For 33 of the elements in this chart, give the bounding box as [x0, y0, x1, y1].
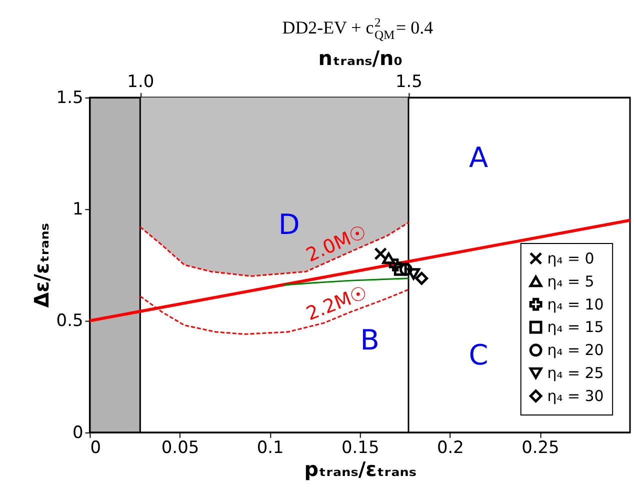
x-tick-label: 0.25	[522, 436, 560, 457]
x2-axis-title: nₜᵣₐₙₛ/n₀	[318, 47, 402, 70]
x-tick-label: 0	[90, 436, 101, 457]
point	[399, 262, 412, 276]
y-tick-label: 1	[72, 198, 84, 219]
point	[407, 268, 420, 280]
legend-label: η₄ = 25	[547, 364, 604, 382]
y-axis-title: Δε/εₜᵣₐₙₛ	[30, 223, 54, 308]
annotation: B	[360, 324, 380, 357]
annotation: D	[278, 208, 300, 242]
point	[415, 272, 428, 285]
point	[394, 262, 407, 276]
annotation: A	[468, 141, 488, 174]
y-tick-label: 1.5	[56, 86, 84, 107]
x-tick-label: 0.1	[256, 436, 284, 457]
x-tick-label: 0.2	[436, 436, 464, 457]
legend-label: η₄ = 10	[547, 295, 604, 314]
point	[374, 247, 388, 260]
x-tick-label: 0.05	[161, 436, 200, 457]
x-axis-title: pₜᵣₐₙₛ/εₜᵣₐₙₛ	[304, 458, 416, 481]
point	[388, 258, 402, 272]
x2-tick-label: 1.0	[127, 70, 154, 91]
annotation: C	[468, 338, 488, 372]
x2-tick-label: 1.5	[395, 70, 422, 91]
legend-label: η₄ = 15	[547, 318, 604, 336]
legend-label: η₄ = 30	[547, 387, 604, 405]
y-tick-label: 0	[72, 422, 84, 442]
point	[382, 252, 396, 264]
x-tick-label: 0.15	[342, 436, 380, 457]
legend-label: η₄ = 5	[547, 272, 594, 290]
legend-label: η₄ = 0	[547, 249, 594, 268]
legend-label: η₄ = 20	[547, 341, 604, 360]
y-tick-label: 0.5	[56, 310, 84, 330]
